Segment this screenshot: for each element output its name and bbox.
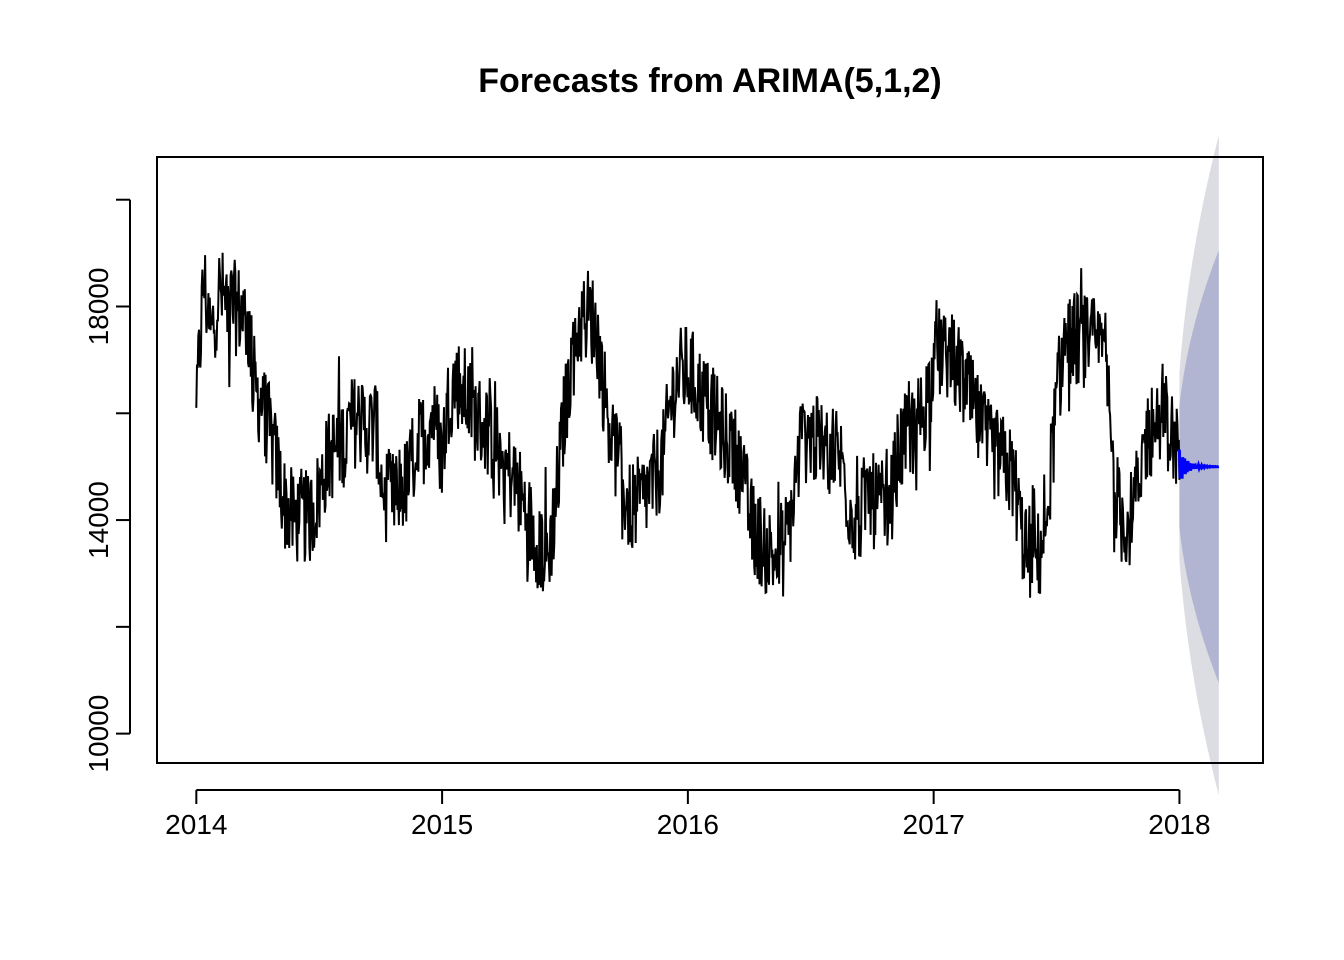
x-tick-label: 2014 (165, 809, 227, 840)
y-tick-label: 10000 (83, 695, 114, 773)
x-tick-label: 2016 (657, 809, 719, 840)
forecast-mean-line (1177, 449, 1220, 479)
x-tick-label: 2017 (903, 809, 965, 840)
y-axis: 10000 14000 18000 (83, 198, 131, 773)
plot-frame (156, 156, 1264, 764)
x-tick-label: 2015 (411, 809, 473, 840)
history-series-line (195, 252, 1181, 598)
x-tick-label: 2018 (1148, 809, 1210, 840)
y-tick-label: 14000 (83, 481, 114, 559)
x-axis: 2014 2015 2016 2017 2018 (165, 789, 1211, 840)
y-tick-label: 18000 (83, 268, 114, 346)
chart-title: Forecasts from ARIMA(5,1,2) (478, 62, 942, 100)
